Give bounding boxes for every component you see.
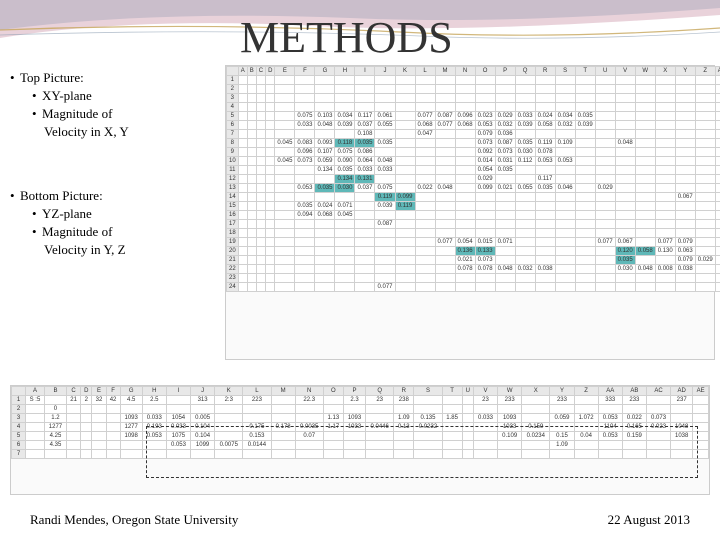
bullet-text: Bottom Picture: <box>20 188 103 203</box>
bullet-text: Magnitude of <box>42 224 112 239</box>
bullet-text: Magnitude of <box>42 106 112 121</box>
spreadsheet-bottom: ABCDEFGHIJKLMNOPQRSTUVWXYZAAABACADAE1S :… <box>10 385 710 495</box>
bullet-text: Top Picture: <box>20 70 84 85</box>
bullet-text: YZ-plane <box>42 206 92 221</box>
footer-author: Randi Mendes, Oregon State University <box>30 512 238 528</box>
footer-date: 22 August 2013 <box>608 512 690 528</box>
slide-title: METHODS <box>240 12 453 63</box>
spreadsheet-top: ABCDEFGHIJKLMNOPQRSTUVWXYZAAAB123450.075… <box>225 65 715 360</box>
bullet-text: XY-plane <box>42 88 92 103</box>
bullet-text: Velocity in Y, Z <box>44 242 126 257</box>
bullet-content: •Top Picture: •XY-plane •Magnitude of Ve… <box>10 70 210 260</box>
bullet-text: Velocity in X, Y <box>44 124 129 139</box>
selection-box <box>146 426 698 478</box>
